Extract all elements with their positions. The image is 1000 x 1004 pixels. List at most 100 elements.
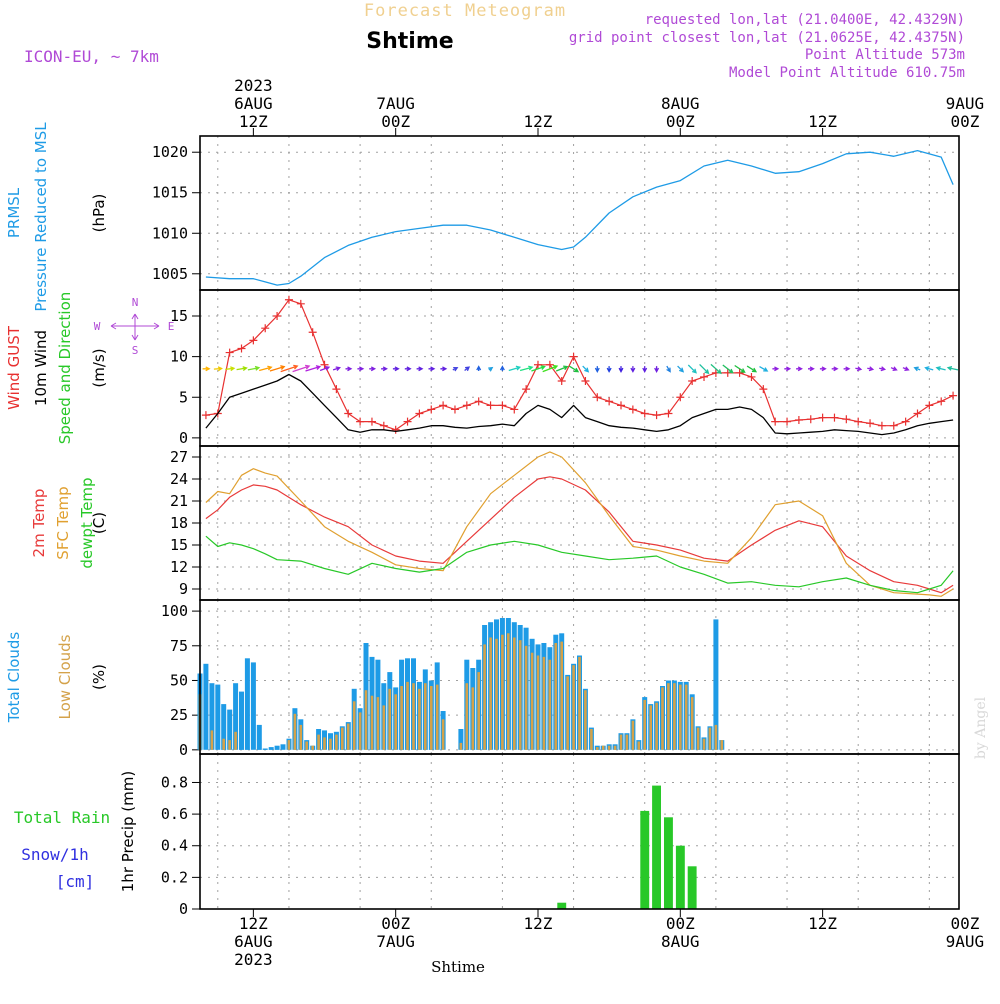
pressure-line <box>205 149 954 286</box>
wind-arrow <box>618 366 624 373</box>
wind-arrow <box>440 366 448 372</box>
bottom-time-label: 12Z <box>239 914 268 933</box>
panel-pressure: 1005 1010 1015 1020 <box>152 136 959 290</box>
gust-marker <box>913 409 922 418</box>
wind-arrow <box>542 364 559 373</box>
panel-frames <box>199 135 960 910</box>
low-cloud-bar <box>661 687 664 750</box>
low-cloud-bar <box>649 705 652 750</box>
bottom-time-label: 6AUG <box>234 932 273 951</box>
low-cloud-bar <box>601 745 605 750</box>
total-cloud-bar <box>209 683 215 750</box>
total-cloud-bar <box>215 684 221 750</box>
gust-marker <box>605 397 614 406</box>
bottom-location: Shtime <box>431 958 485 976</box>
gust-marker <box>747 372 756 381</box>
y-tick-label: 0 <box>179 900 188 918</box>
temp-unit-label: (C) <box>90 512 108 534</box>
low-cloud-bar <box>424 683 427 750</box>
low-cloud-bar <box>376 697 380 750</box>
gust-marker <box>249 336 258 345</box>
bottom-time-label: 12Z <box>524 914 553 933</box>
wind-axis-label: 10m Wind <box>32 330 50 406</box>
gust-marker <box>676 393 685 402</box>
low-cloud-bar <box>607 745 611 750</box>
compass-n: N <box>132 296 139 309</box>
gust-marker <box>284 295 293 304</box>
low-cloud-bar <box>513 637 516 750</box>
y-tick-label: 0 <box>179 741 188 759</box>
dewpoint-line <box>205 535 954 594</box>
bottom-time-label: 00Z <box>381 914 410 933</box>
low-cloud-bar <box>690 697 694 750</box>
top-time-label: 00Z <box>381 112 410 131</box>
low-cloud-bar <box>287 740 291 750</box>
pressure-axis-label: PRMSL <box>5 187 23 238</box>
wind-arrow <box>428 366 436 372</box>
compass-w: W <box>94 320 101 333</box>
low-cloud-bar <box>542 656 546 750</box>
gust-marker <box>877 421 886 430</box>
gust-marker <box>569 352 578 361</box>
rain-bars <box>557 785 697 909</box>
wind-arrow <box>843 366 851 372</box>
low-cloud-bar <box>524 645 528 750</box>
gust-marker <box>783 417 792 426</box>
wind-arrow <box>819 366 827 372</box>
wind-arrow <box>946 365 959 371</box>
wind-arrow <box>890 366 898 372</box>
total-cloud-bar <box>262 748 268 750</box>
top-time-label: 2023 <box>234 76 273 95</box>
low-cloud-bar <box>406 681 409 750</box>
gust-marker <box>557 377 566 385</box>
gust-marker <box>261 324 270 333</box>
total-cloud-bar <box>221 704 227 750</box>
gust-marker <box>533 360 542 369</box>
low-cloud-bar <box>584 690 587 750</box>
gust-marker <box>652 411 661 420</box>
gust-marker <box>593 393 602 402</box>
wind-axis-label: Wind GUST <box>5 325 23 410</box>
bottom-time-label: 00Z <box>666 914 695 933</box>
pressure-unit-label: (hPa) <box>90 194 108 233</box>
bottom-time-label: 2023 <box>234 950 273 969</box>
gust-marker <box>332 385 341 394</box>
low-cloud-bar <box>305 741 308 750</box>
point-altitude: Point Altitude 573m <box>805 47 965 63</box>
wind-arrow <box>606 366 612 373</box>
total-cloud-bar <box>280 744 286 750</box>
gust-marker <box>308 328 317 337</box>
low-cloud-bar <box>293 713 297 750</box>
rain-bar <box>652 785 661 909</box>
wind-arrow <box>269 365 286 372</box>
gust-marker <box>510 405 519 414</box>
gust-marker <box>806 415 815 424</box>
y-tick-label: 21 <box>170 492 188 510</box>
total-cloud-bar <box>256 724 262 750</box>
compass-e: E <box>168 320 175 333</box>
precip-legend-label: Total Rain <box>14 808 110 827</box>
gust-marker <box>925 401 934 410</box>
low-cloud-bar <box>346 723 350 750</box>
bottom-time-label: 7AUG <box>376 932 415 951</box>
location-title: Shtime <box>366 29 453 54</box>
low-cloud-bar <box>667 683 670 750</box>
total-cloud-bar <box>713 619 719 750</box>
low-cloud-bar <box>495 638 498 750</box>
wind-arrow <box>305 365 322 372</box>
low-cloud-bar <box>684 684 688 750</box>
low-cloud-bar <box>471 687 475 750</box>
wind-arrow <box>568 365 580 373</box>
y-tick-label: 0 <box>179 429 188 447</box>
rain-bar <box>664 817 673 909</box>
rain-bar <box>640 810 650 909</box>
gust-marker <box>949 391 958 400</box>
gust-marker <box>367 417 376 426</box>
low-cloud-bar <box>341 727 344 750</box>
low-cloud-bar <box>501 634 504 750</box>
gust-marker <box>522 385 531 394</box>
wind-arrow <box>369 366 377 372</box>
low-cloud-bar <box>507 633 510 750</box>
